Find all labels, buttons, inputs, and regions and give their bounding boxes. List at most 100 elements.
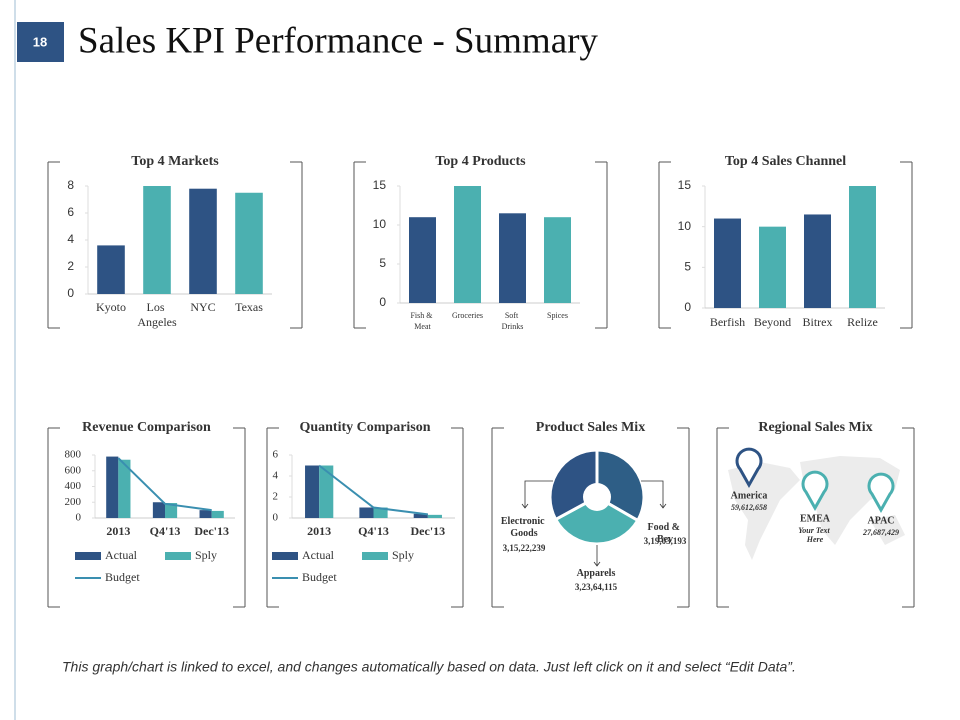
slice-value: 3,15,22,239 <box>503 543 546 553</box>
category-label: Los Angeles <box>137 300 177 329</box>
region-name: APAC <box>867 515 894 526</box>
bar <box>118 459 131 518</box>
legend-label: Sply <box>195 548 217 562</box>
y-tick-label: 6 <box>273 449 279 461</box>
bar <box>849 186 876 308</box>
y-tick-label: 800 <box>65 449 82 461</box>
y-tick-label: 0 <box>379 295 386 309</box>
panel-title: Top 4 Products <box>435 154 526 169</box>
slice-value: 3,19,03,193 <box>644 536 687 546</box>
footer-note: This graph/chart is linked to excel, and… <box>62 659 796 675</box>
line-series <box>117 457 212 512</box>
y-tick-label: 6 <box>67 205 74 219</box>
category-label: NYC <box>190 300 215 314</box>
category-label: Texas <box>235 300 263 314</box>
category-label: Q4'13 <box>358 524 389 538</box>
category-label: Fish & Meat <box>410 311 434 331</box>
y-tick-label: 600 <box>65 464 82 476</box>
bar <box>499 213 526 303</box>
y-tick-label: 8 <box>67 178 74 192</box>
y-tick-label: 0 <box>67 286 74 300</box>
bar <box>714 218 741 308</box>
category-label: Dec'13 <box>411 524 446 538</box>
bar <box>454 186 481 303</box>
arrow <box>593 545 601 567</box>
line-series <box>318 464 428 516</box>
y-tick-label: 2 <box>273 491 279 503</box>
panel-title: Revenue Comparison <box>82 420 211 435</box>
bar <box>211 510 224 518</box>
panel-title: Top 4 Sales Channel <box>725 154 846 169</box>
panel-title: Top 4 Markets <box>131 154 219 169</box>
legend-swatch <box>75 552 101 560</box>
legend-swatch <box>362 552 388 560</box>
slice-label: Electronic Goods <box>501 516 547 539</box>
y-tick-label: 200 <box>65 496 82 508</box>
bar <box>544 217 571 303</box>
bar <box>319 465 334 518</box>
slide-title: Sales KPI Performance - Summary <box>78 20 598 61</box>
arrow <box>641 480 667 509</box>
y-tick-label: 4 <box>67 232 74 246</box>
legend-swatch <box>165 552 191 560</box>
category-label: Beyond <box>754 315 791 329</box>
legend-label: Actual <box>105 548 138 562</box>
category-label: Q4'13 <box>150 524 181 538</box>
y-tick-label: 400 <box>65 480 82 492</box>
legend-label: Budget <box>105 570 140 584</box>
bar <box>759 226 786 308</box>
bar <box>143 186 171 294</box>
slide-number-box <box>17 22 64 62</box>
category-label: Bitrex <box>803 315 833 329</box>
bar <box>804 214 831 308</box>
bar <box>106 456 119 518</box>
bar <box>189 188 217 294</box>
bar <box>413 513 428 518</box>
bar <box>373 507 388 518</box>
category-label: 2013 <box>106 524 130 538</box>
slice-value: 3,23,64,115 <box>575 582 618 592</box>
legend-label: Sply <box>392 548 414 562</box>
y-tick-label: 0 <box>76 512 82 524</box>
map-pin <box>867 472 895 514</box>
category-label: Berfish <box>710 315 745 329</box>
y-tick-label: 5 <box>684 260 691 274</box>
bar <box>165 503 178 518</box>
bar <box>305 465 320 518</box>
category-label: 2013 <box>307 524 331 538</box>
bar <box>409 217 436 303</box>
bar <box>152 502 165 518</box>
y-tick-label: 10 <box>678 219 692 233</box>
category-label: Relize <box>847 315 878 329</box>
slice-label: Apparels <box>577 568 616 579</box>
bar <box>97 245 125 294</box>
y-tick-label: 15 <box>373 178 387 192</box>
category-label: Spices <box>547 311 568 320</box>
region-name: EMEA <box>800 513 831 524</box>
map-pin <box>801 470 829 512</box>
pie-hole <box>583 483 611 511</box>
category-label: Soft Drinks <box>502 311 524 331</box>
arrow <box>521 480 553 509</box>
bar <box>199 510 212 518</box>
legend-label: Budget <box>302 570 337 584</box>
panel-title: Regional Sales Mix <box>758 420 872 435</box>
category-label: Kyoto <box>96 300 126 314</box>
bar <box>359 507 374 518</box>
y-tick-label: 4 <box>273 470 279 482</box>
y-tick-label: 5 <box>379 256 386 270</box>
region-value: 27,687,429 <box>862 528 899 537</box>
y-tick-label: 15 <box>678 178 692 192</box>
y-tick-label: 0 <box>273 512 279 524</box>
bar <box>235 192 263 294</box>
category-label: Groceries <box>452 311 483 320</box>
y-tick-label: 2 <box>67 259 74 273</box>
legend-label: Actual <box>302 548 335 562</box>
y-tick-label: 0 <box>684 300 691 314</box>
panel-title: Quantity Comparison <box>299 420 430 435</box>
slice-label: Food & Bev <box>648 522 683 545</box>
region-value: Your Text Here <box>798 526 832 544</box>
y-tick-label: 10 <box>373 217 387 231</box>
category-label: Dec'13 <box>194 524 229 538</box>
